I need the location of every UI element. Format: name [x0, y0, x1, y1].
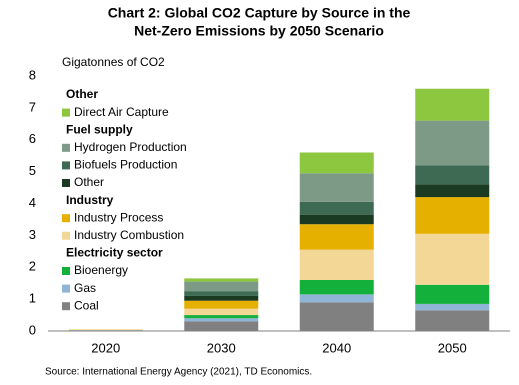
bar-segment [299, 224, 374, 250]
bar-segment [299, 280, 374, 295]
y-tick-label: 2 [29, 259, 36, 274]
y-tick-label: 1 [29, 291, 36, 306]
bar-segment [415, 310, 490, 331]
bar-segment [415, 233, 490, 285]
bar-segment [184, 295, 259, 301]
bar-segment [184, 291, 259, 296]
legend-label: Other [74, 175, 104, 189]
bar-segment [299, 152, 374, 174]
bar-segment [184, 321, 259, 331]
bar-segment [184, 300, 259, 309]
y-tick-label: 0 [29, 322, 36, 337]
bar-segment [415, 184, 490, 198]
bar-segment [299, 302, 374, 331]
x-tick-label: 2020 [91, 340, 120, 355]
bar-segment [415, 197, 490, 234]
legend-group-title: Other [66, 87, 98, 101]
chart-title: Chart 2: Global CO2 Capture by Source in… [108, 5, 411, 21]
source-note: Source: International Energy Agency (202… [45, 367, 312, 378]
legend-group-title: Fuel supply [66, 122, 133, 136]
bar-segment [299, 173, 374, 202]
x-tick-label: 2030 [207, 340, 236, 355]
bar-segment [184, 315, 259, 319]
bar-segment [299, 201, 374, 215]
legend-label: Industry Process [74, 210, 163, 224]
chart-title: Net-Zero Emissions by 2050 Scenario [134, 23, 384, 39]
y-axis-label: Gigatonnes of CO2 [62, 55, 165, 69]
y-tick-label: 5 [29, 163, 36, 178]
bar-segment [415, 165, 490, 185]
legend-group-title: Industry [66, 193, 114, 207]
y-tick-label: 7 [29, 99, 36, 114]
y-tick-label: 3 [29, 227, 36, 242]
bar-segment [184, 281, 259, 292]
x-tick-label: 2040 [322, 340, 351, 355]
legend-label: Bioenergy [74, 263, 128, 277]
legend-swatch [62, 267, 70, 275]
legend-label: Direct Air Capture [74, 105, 169, 119]
legend-swatch [62, 214, 70, 223]
legend-swatch [62, 284, 70, 293]
legend-swatch [62, 302, 70, 311]
bar-segment [299, 214, 374, 225]
legend-swatch [62, 179, 70, 187]
y-tick-label: 4 [29, 195, 36, 210]
legend-swatch [62, 108, 70, 117]
bar-segment [415, 88, 490, 121]
legend-label: Biofuels Production [74, 158, 177, 172]
bar-segment [415, 120, 490, 166]
bar-segment [184, 278, 259, 282]
legend-swatch [62, 161, 70, 170]
legend-label: Industry Combustion [74, 228, 184, 242]
bar-segment [415, 284, 490, 304]
legend-group-title: Electricity sector [66, 246, 163, 260]
legend-label: Gas [74, 281, 96, 295]
legend-swatch [62, 231, 70, 240]
bar-segment [184, 318, 259, 322]
y-tick-label: 8 [29, 67, 36, 82]
bar-segment [415, 303, 490, 311]
bar-segment [299, 294, 374, 303]
legend-label: Coal [74, 298, 99, 312]
x-tick-label: 2050 [438, 340, 467, 355]
legend-swatch [62, 143, 70, 152]
bar-segment [299, 249, 374, 280]
legend-label: Hydrogen Production [74, 140, 187, 154]
bar-segment [184, 308, 259, 316]
y-tick-label: 6 [29, 131, 36, 146]
